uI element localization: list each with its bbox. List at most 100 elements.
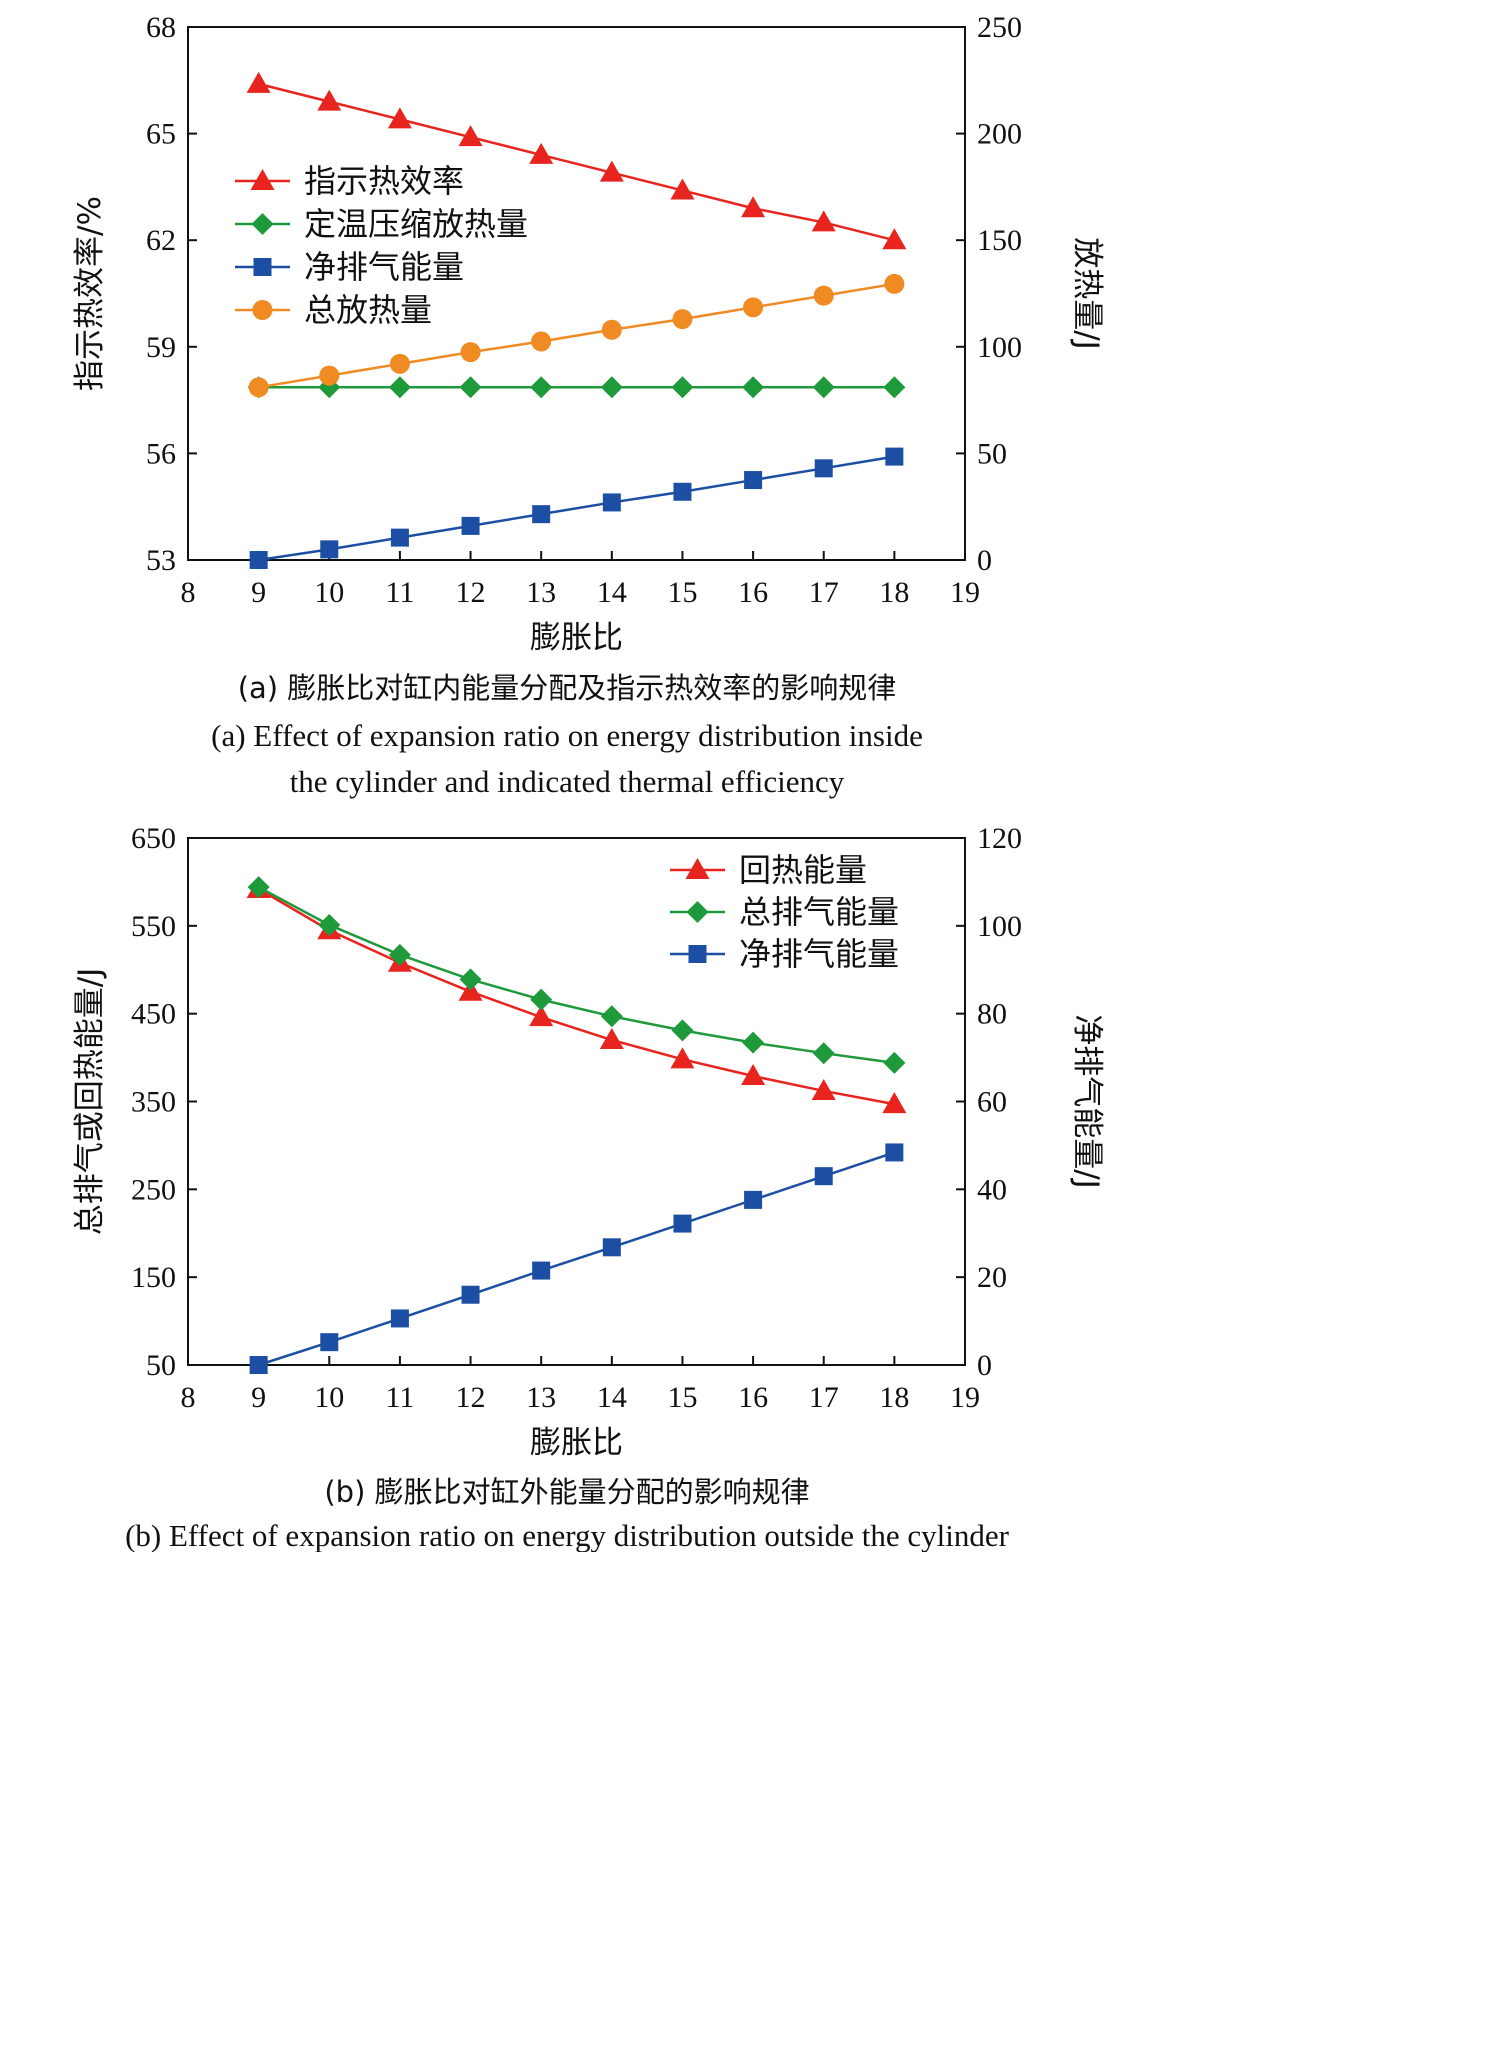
x-tick-label: 15 (667, 1381, 697, 1414)
caption-cn: (a) 膨胀比对缸内能量分配及指示热效率的影响规律 (238, 671, 897, 705)
x-tick-label: 11 (385, 1381, 414, 1414)
x-tick-label: 12 (456, 1381, 486, 1414)
x-tick-label: 9 (251, 576, 266, 609)
data-point (461, 1285, 480, 1304)
x-tick-label: 10 (314, 1381, 344, 1414)
y2-axis-title: 放热量/J (1069, 237, 1105, 350)
data-point (671, 376, 694, 399)
x-tick-label: 19 (950, 1381, 980, 1414)
data-point (458, 125, 483, 147)
data-point (249, 551, 268, 569)
x-tick-label: 17 (809, 1381, 839, 1414)
legend-label: 净排气能量 (739, 935, 899, 973)
data-point (320, 540, 339, 559)
figure-canvas: 8 9 10 11 12 13 14 15 16 17 18 19535659626568050100… (72, 11, 1105, 1552)
x-tick-label: 13 (526, 1381, 556, 1414)
y2-tick-label: 40 (977, 1173, 1007, 1206)
y-tick-label: 68 (146, 11, 176, 44)
y2-tick-label: 250 (977, 11, 1022, 44)
data-point (600, 376, 623, 399)
chart-panel-a: 8 9 10 11 12 13 14 15 16 17 18 19 53 56 59 62 65 68 0 50 100… (72, 11, 1105, 799)
x-tick-label: 9 (251, 1381, 266, 1414)
data-point (671, 1019, 694, 1042)
data-point (812, 376, 835, 399)
data-point (814, 459, 833, 478)
caption-en: the cylinder and indicated thermal effic… (290, 764, 845, 799)
data-point (602, 1238, 621, 1257)
data-point (742, 376, 765, 399)
data-point (390, 528, 409, 547)
y2-axis-title: 净排气能量/J (1069, 1014, 1105, 1189)
data-point (532, 505, 551, 524)
y2-tick-label: 100 (977, 331, 1022, 364)
data-point (743, 297, 764, 318)
y2-tick-label: 0 (977, 1349, 992, 1382)
data-point (673, 482, 692, 501)
data-point (318, 913, 341, 936)
legend-label: 总排气能量 (739, 893, 899, 931)
data-point (530, 376, 553, 399)
series-line (258, 886, 895, 1065)
data-point (389, 353, 410, 374)
y2-tick-label: 80 (977, 998, 1007, 1031)
legend-marker (685, 858, 710, 879)
legend-label: 指示热效率 (304, 162, 464, 200)
data-point (884, 273, 905, 294)
data-point (531, 331, 552, 352)
chart-panel-b: 8 9 10 11 12 13 14 15 16 17 18 19 50 150 250 350 450 550 6… (72, 822, 1105, 1552)
y-tick-label: 150 (131, 1261, 176, 1294)
y2-tick-label: 0 (977, 544, 992, 577)
data-point (885, 447, 904, 466)
data-point (744, 471, 763, 490)
series-line (258, 282, 895, 389)
y-axis-title: 总排气或回热能量/J (72, 968, 108, 1236)
legend-marker (251, 213, 274, 235)
legend-marker (253, 258, 272, 276)
y-tick-label: 550 (131, 910, 176, 943)
y-tick-label: 350 (131, 1086, 176, 1119)
data-point (670, 1047, 695, 1069)
data-point (673, 1214, 692, 1233)
data-point (530, 988, 553, 1011)
y-tick-label: 50 (146, 1349, 176, 1382)
data-point (602, 493, 621, 512)
x-tick-label: 14 (597, 576, 627, 609)
y-tick-label: 59 (146, 331, 176, 364)
data-point (672, 309, 693, 330)
y-tick-label: 450 (131, 998, 176, 1031)
x-tick-label: 14 (597, 1381, 627, 1414)
y2-tick-label: 120 (977, 822, 1022, 855)
x-tick-label: 16 (738, 1381, 768, 1414)
data-point (741, 1064, 766, 1086)
x-tick-label: 19 (950, 576, 980, 609)
y-tick-label: 62 (146, 224, 176, 257)
data-point (459, 968, 482, 991)
data-point (601, 319, 622, 340)
legend-marker (250, 169, 275, 190)
y-tick-label: 56 (146, 437, 176, 470)
data-point (461, 516, 480, 535)
x-axis-title: 膨胀比 (530, 1425, 623, 1461)
data-point (882, 228, 907, 250)
data-point (599, 1028, 624, 1050)
data-point (320, 1333, 339, 1352)
x-tick-label: 10 (314, 576, 344, 609)
data-point (529, 142, 554, 164)
legend-marker (252, 300, 273, 320)
caption-en: (a) Effect of expansion ratio on energy … (211, 718, 923, 753)
figure-page: 8 9 10 11 12 13 14 15 16 17 18 19 53 56 59 62 65 68 0 50 100… (72, 11, 1105, 1552)
series-line (258, 887, 895, 1106)
legend-label: 净排气能量 (304, 248, 464, 286)
data-point (883, 376, 906, 399)
x-tick-label: 8 (181, 1381, 196, 1414)
legend-marker (688, 945, 707, 963)
data-point (813, 285, 834, 306)
legend-label: 回热能量 (739, 851, 867, 889)
data-point (388, 943, 411, 966)
data-point (246, 71, 271, 93)
x-tick-label: 12 (456, 576, 486, 609)
data-point (811, 210, 836, 232)
x-tick-label: 16 (738, 576, 768, 609)
legend-label: 定温压缩放热量 (304, 205, 528, 243)
y2-tick-label: 60 (977, 1086, 1007, 1119)
